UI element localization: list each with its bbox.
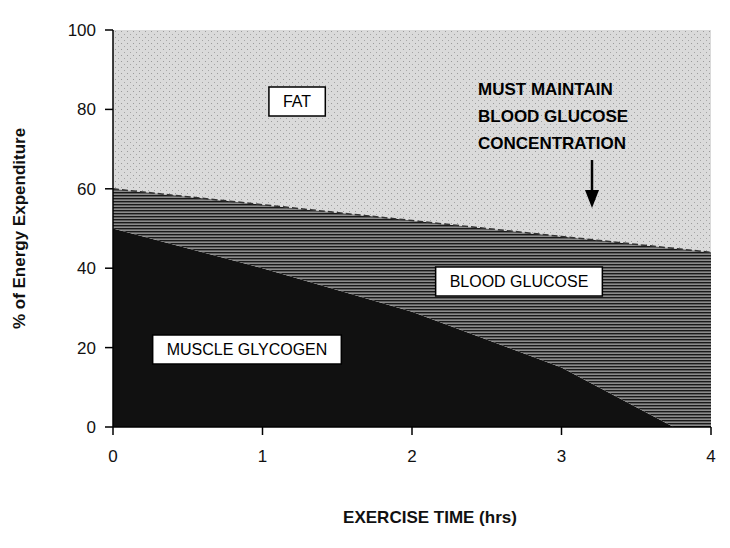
- y-tick: [105, 426, 113, 428]
- series-label: BLOOD GLUCOSE: [436, 267, 603, 296]
- label-box: [269, 87, 325, 116]
- y-tick: [105, 29, 113, 31]
- x-tick: [561, 427, 563, 435]
- x-axis-label: EXERCISE TIME (hrs): [343, 508, 517, 527]
- y-tick-label: 100: [68, 21, 96, 40]
- series-name: FAT: [283, 93, 311, 110]
- y-tick-label: 40: [77, 259, 96, 278]
- y-axis-label: % of Energy Expenditure: [10, 128, 29, 329]
- y-tick-label: 60: [77, 180, 96, 199]
- annotation: BLOOD GLUCOSE: [478, 107, 628, 126]
- annotation: MUST MAINTAIN: [478, 80, 613, 99]
- annotation: CONCENTRATION: [478, 134, 626, 153]
- x-tick-label: 1: [258, 447, 267, 466]
- x-tick-label: 3: [557, 447, 566, 466]
- y-tick: [105, 267, 113, 269]
- label-box: [436, 267, 603, 296]
- x-tick-label: 2: [407, 447, 416, 466]
- x-tick: [112, 427, 114, 435]
- series-label: FAT: [269, 87, 325, 116]
- y-axis: [112, 30, 114, 427]
- y-tick: [105, 188, 113, 190]
- y-tick-label: 20: [77, 339, 96, 358]
- y-tick-label: 80: [77, 100, 96, 119]
- chart: 0 20 40 60 80 100 0 1 2 3 4 EXERCISE TIME (hrs) % of…: [0, 0, 730, 548]
- annotation-arrow: [591, 160, 594, 195]
- area-2: [113, 30, 711, 252]
- x-tick-label: 0: [108, 447, 117, 466]
- label-box: [153, 335, 342, 364]
- x-tick: [710, 427, 712, 435]
- y-tick-label: 0: [87, 418, 96, 437]
- x-tick: [411, 427, 413, 435]
- series-name: MUSCLE GLYCOGEN: [167, 341, 328, 358]
- series-name: BLOOD GLUCOSE: [450, 273, 589, 290]
- boundary-line: [113, 189, 711, 253]
- annotation-arrowhead: [585, 190, 599, 208]
- y-tick: [105, 347, 113, 349]
- x-tick: [262, 427, 264, 435]
- x-tick-label: 4: [706, 447, 715, 466]
- y-tick: [105, 109, 113, 111]
- plot-area: [113, 30, 711, 427]
- series-label: MUSCLE GLYCOGEN: [153, 335, 342, 364]
